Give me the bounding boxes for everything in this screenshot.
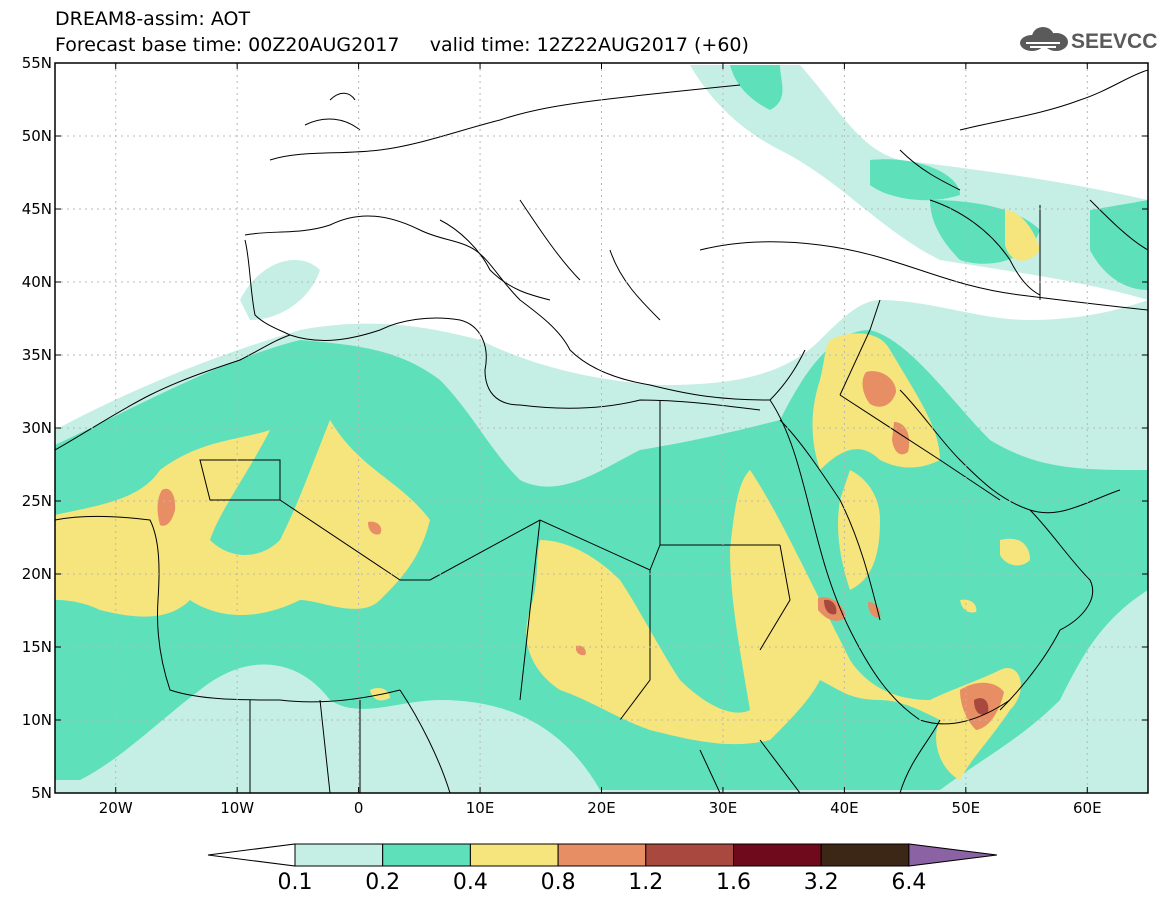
logo-text: SEEVCCC — [1071, 30, 1158, 53]
graticule — [55, 63, 1148, 793]
colorbar-label: 1.2 — [628, 870, 663, 895]
colorbar-under-arrow — [207, 843, 296, 867]
colorbar-cell — [820, 843, 910, 867]
y-tick-label: 15N — [22, 638, 52, 656]
colorbar-labels: 0.1 0.2 0.4 0.8 1.2 1.6 3.2 6.4 — [278, 870, 927, 895]
x-tick-label: 10W — [220, 799, 254, 817]
y-tick-label: 10N — [22, 711, 52, 729]
colorbar-cell — [557, 843, 647, 867]
colorbar-cell — [382, 843, 471, 867]
valid-time: valid time: 12Z22AUG2017 (+60) — [429, 34, 749, 56]
time-info: Forecast base time: 00Z20AUG2017 valid t… — [55, 34, 749, 56]
y-tick-label: 20N — [22, 565, 52, 583]
x-tick-label: 50E — [952, 799, 981, 817]
aot-band-1.2 — [824, 599, 989, 715]
colorbar-cell — [733, 843, 822, 867]
y-axis: 55N 50N 45N 40N 35N 30N 25N 20N 15N 10N 5N — [22, 54, 1148, 802]
colorbar-cell — [294, 843, 384, 867]
x-tick-label: 10E — [466, 799, 495, 817]
x-tick-label: 40E — [830, 799, 859, 817]
y-tick-label: 55N — [22, 54, 52, 72]
colorbar-label: 0.2 — [365, 870, 400, 895]
x-tick-label: 20E — [587, 799, 616, 817]
seevccc-logo: SEEVCCC — [1020, 27, 1158, 53]
colorbar-label: 0.1 — [278, 870, 313, 895]
map-field-layer — [55, 65, 1148, 793]
cloud-icon — [1020, 27, 1068, 51]
x-tick-label: 30E — [709, 799, 738, 817]
x-tick-label: 0 — [354, 799, 364, 817]
x-tick-label: 60E — [1073, 799, 1102, 817]
y-tick-label: 30N — [22, 419, 52, 437]
colorbar-label: 6.4 — [891, 870, 926, 895]
colorbar-label: 0.4 — [453, 870, 488, 895]
y-tick-label: 40N — [22, 273, 52, 291]
colorbar-over-arrow — [908, 843, 997, 867]
y-tick-label: 35N — [22, 346, 52, 364]
x-tick-label: 20W — [99, 799, 133, 817]
colorbar-cell — [645, 843, 734, 867]
x-axis: 20W 10W 0 10E 20E 30E 40E 50E 60E — [99, 63, 1102, 817]
y-tick-label: 50N — [22, 127, 52, 145]
colorbar-label: 0.8 — [541, 870, 576, 895]
map-title: DREAM8-assim: AOT — [55, 8, 251, 30]
colorbar-cell — [469, 843, 559, 867]
colorbar-cells — [207, 843, 997, 867]
colorbar-label: 3.2 — [804, 870, 839, 895]
colorbar-label: 1.6 — [716, 870, 751, 895]
y-tick-label: 5N — [31, 784, 52, 802]
y-tick-label: 45N — [22, 200, 52, 218]
y-tick-label: 25N — [22, 492, 52, 510]
forecast-base-time: Forecast base time: 00Z20AUG2017 — [55, 34, 400, 56]
